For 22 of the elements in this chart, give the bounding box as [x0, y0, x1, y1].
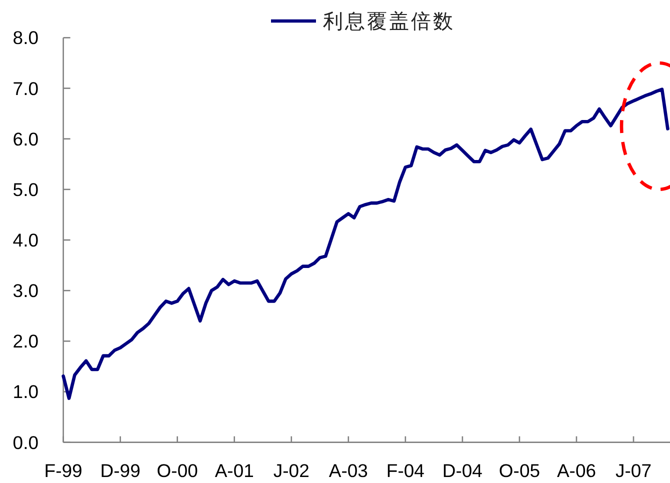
x-tick-label: A-01 — [214, 460, 254, 481]
x-tick-label: F-04 — [386, 460, 424, 481]
y-tick-label: 7.0 — [12, 78, 38, 99]
y-tick-label: 2.0 — [12, 330, 38, 352]
y-tick-label: 1.0 — [12, 381, 38, 402]
x-tick-label: O-00 — [156, 460, 198, 481]
y-tick-label: 0.0 — [12, 432, 38, 453]
y-tick-label: 4.0 — [12, 230, 38, 250]
x-tick-label: D-99 — [100, 460, 140, 481]
legend-label: 利息覆盖倍数 — [323, 9, 455, 33]
x-tick-label: J-07 — [616, 460, 652, 481]
x-tick-label: F-99 — [44, 460, 82, 481]
x-tick-label: A-06 — [556, 460, 596, 481]
y-tick-label: 5.0 — [12, 178, 38, 200]
x-tick-label: D-04 — [442, 460, 482, 481]
y-tick-label: 3.0 — [12, 280, 38, 302]
x-tick-label: A-03 — [328, 460, 368, 481]
legend: 利息覆盖倍数 — [271, 9, 455, 33]
y-tick-label: 6.0 — [12, 128, 38, 150]
x-tick-label: O-05 — [498, 460, 540, 481]
y-tick-label: 8.0 — [12, 27, 38, 48]
x-tick-label: J-02 — [273, 460, 310, 481]
